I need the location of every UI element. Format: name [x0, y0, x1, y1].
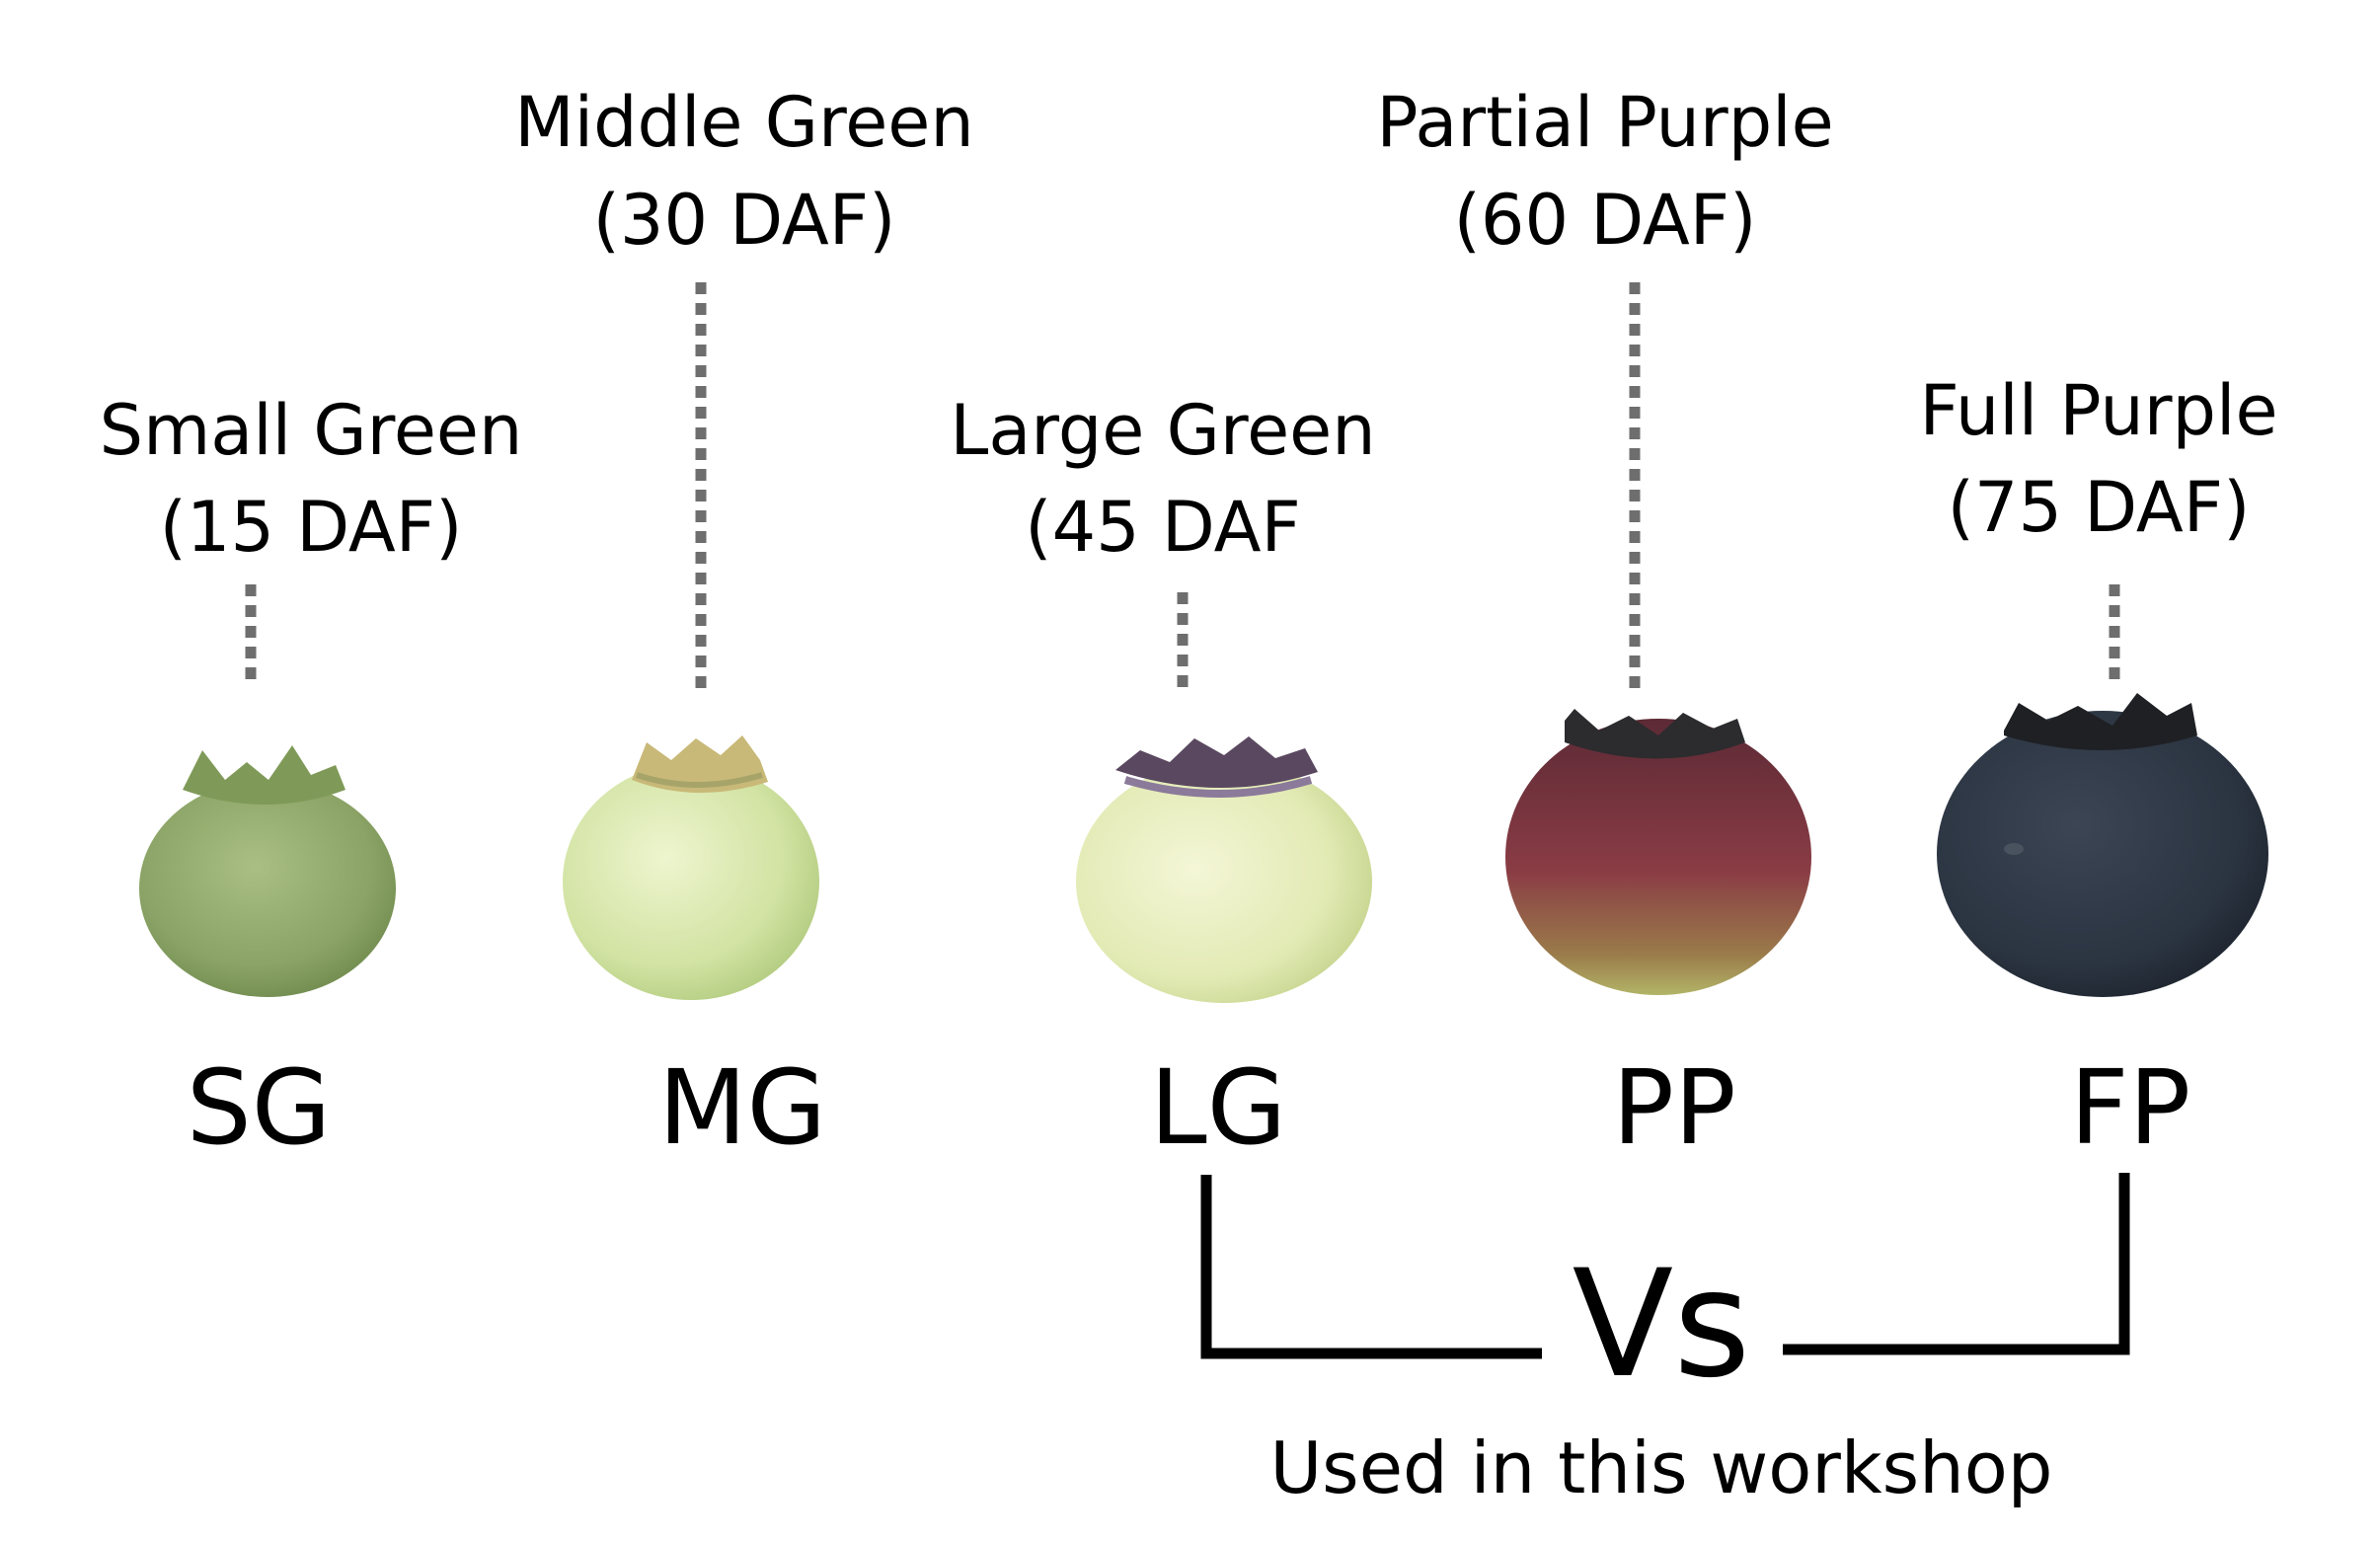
stage-abbr-sg: SG — [187, 1047, 332, 1168]
berry-middle-green-image — [563, 735, 819, 1000]
berry-full-purple-image — [1937, 693, 2268, 997]
stage-abbr-fp: FP — [2070, 1047, 2191, 1168]
stage-abbr-lg: LG — [1150, 1047, 1287, 1168]
stage-name-small-green: Small Green — [100, 390, 523, 471]
workshop-note: Used in this workshop — [1269, 1426, 2052, 1509]
stage-abbr-pp: PP — [1612, 1047, 1735, 1168]
comparison-bracket-right — [1783, 1173, 2130, 1355]
stage-daf-full-purple: (75 DAF) — [1948, 467, 2251, 548]
comparison-bracket-left — [1200, 1175, 1542, 1359]
berry-large-green-image — [1076, 736, 1372, 1003]
stage-daf-large-green: (45 DAF — [1025, 487, 1300, 568]
stage-name-full-purple: Full Purple — [1919, 370, 2277, 451]
stage-daf-middle-green: (30 DAF) — [593, 180, 896, 261]
stage-name-middle-green: Middle Green — [514, 82, 973, 163]
stage-name-partial-purple: Partial Purple — [1376, 82, 1833, 163]
stage-abbr-mg: MG — [658, 1047, 826, 1168]
stage-daf-partial-purple: (60 DAF) — [1454, 180, 1757, 261]
versus-label: Vs — [1573, 1239, 1751, 1411]
stage-daf-small-green: (15 DAF) — [160, 487, 463, 568]
berry-partial-purple-image — [1505, 709, 1811, 995]
berry-small-green-image — [139, 745, 396, 997]
stage-name-large-green: Large Green — [950, 390, 1375, 471]
